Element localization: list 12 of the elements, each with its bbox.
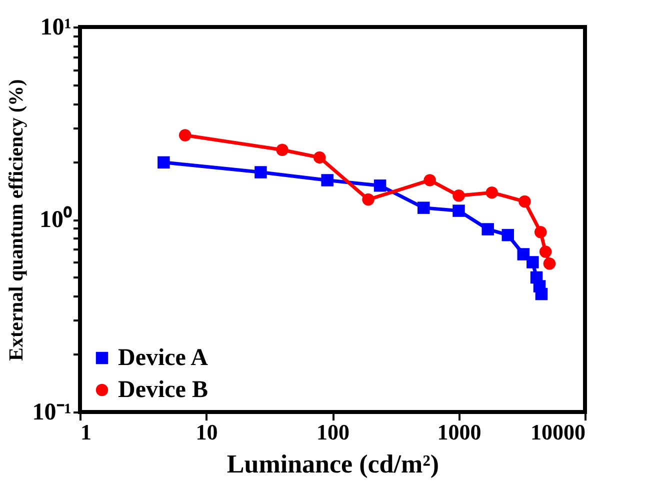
- x-tick-label: 10: [196, 420, 218, 444]
- x-tick-label: 10000: [530, 420, 586, 444]
- legend-label: Device A: [118, 345, 209, 371]
- x-axis-title: Luminance (cd/m²): [226, 450, 440, 478]
- legend-label: Device B: [118, 377, 208, 403]
- y-axis-title: External quantum efficiency (%): [5, 79, 28, 361]
- y-tick-label: 10⁰: [40, 206, 72, 233]
- x-tick-label: 1: [80, 420, 92, 444]
- x-tick-label: 1000: [437, 420, 482, 444]
- y-tick-label: 10¹: [40, 14, 72, 40]
- x-tick-label: 100: [316, 420, 350, 444]
- y-tick-label: 10⁻¹: [32, 400, 72, 426]
